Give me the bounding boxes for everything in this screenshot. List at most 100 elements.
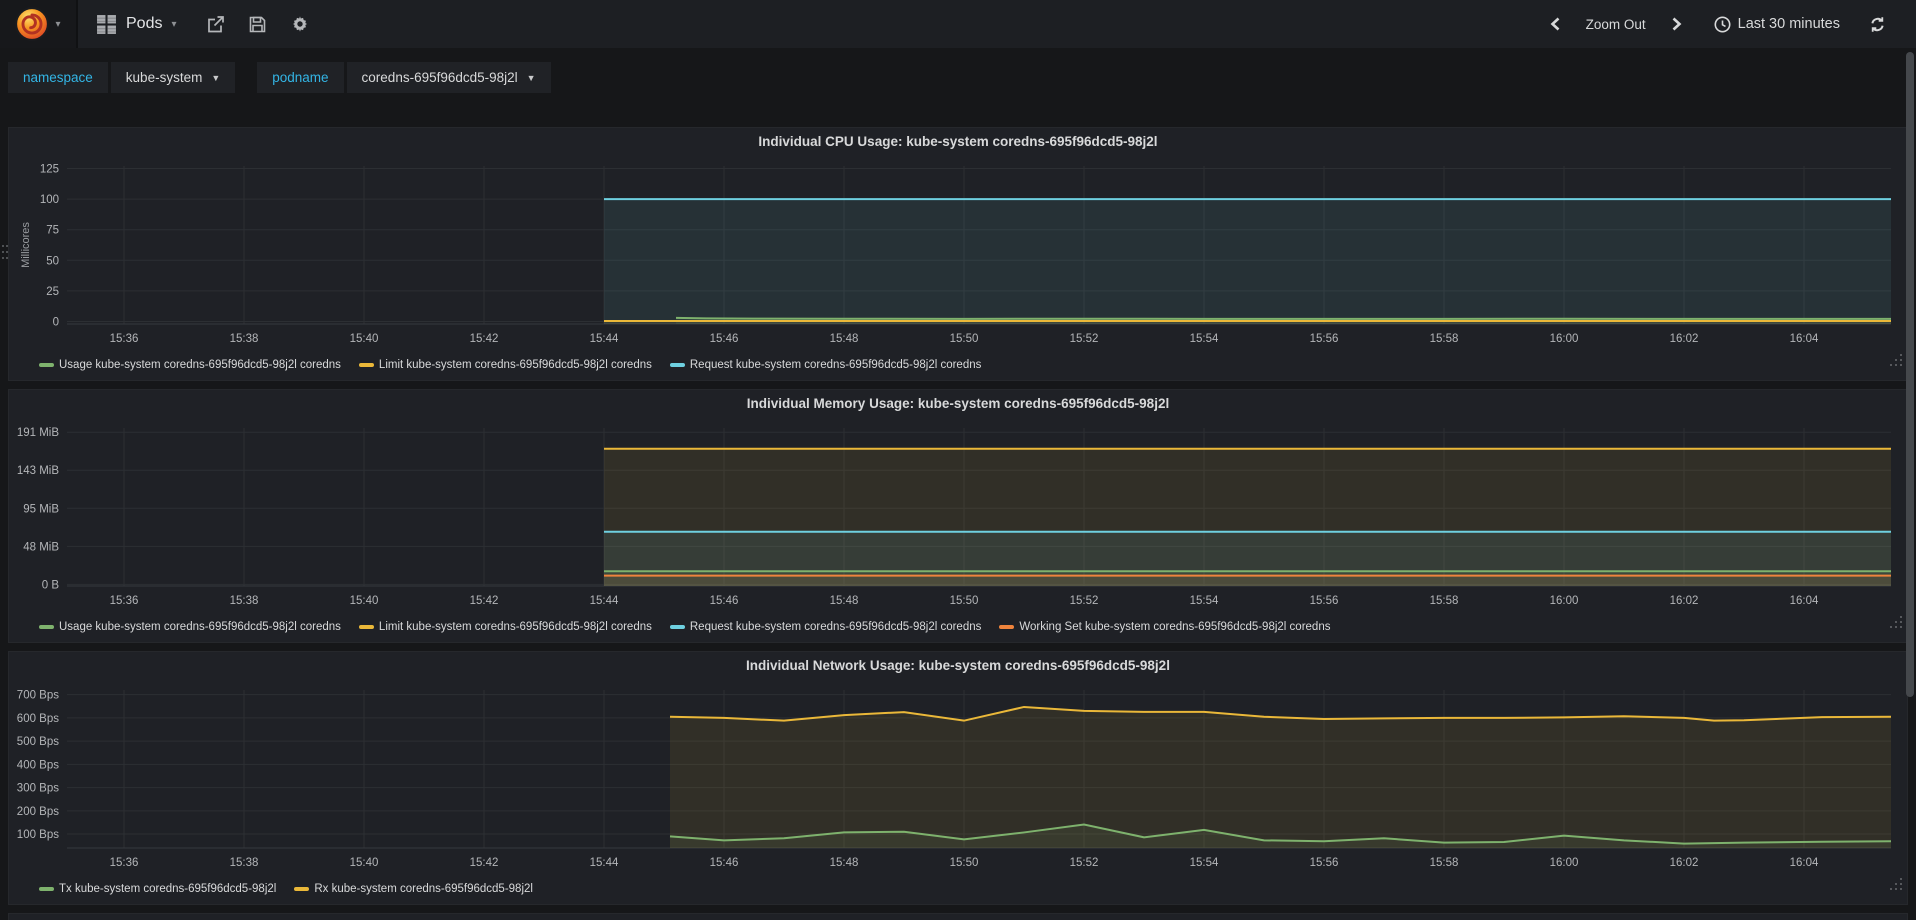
- org-switcher-caret-icon: ▾: [55, 18, 61, 30]
- svg-text:15:56: 15:56: [1310, 857, 1339, 869]
- legend-item[interactable]: Limit kube-system coredns-695f96dcd5-98j…: [358, 621, 652, 633]
- svg-text:16:02: 16:02: [1670, 857, 1699, 869]
- memory-usage-chart[interactable]: 15:36 15:38 15:40 15:42 15:44 15:46 15:48 15:50…: [17, 420, 1899, 616]
- legend-swatch: [358, 625, 374, 629]
- cpu-usage-chart[interactable]: 15:36 15:38 15:40 15:42 15:44 15:46 15:48 15:50…: [17, 158, 1899, 354]
- page-scrollbar-thumb[interactable]: [1906, 52, 1914, 697]
- svg-text:16:04: 16:04: [1790, 857, 1819, 869]
- time-controls: Zoom Out Last 30 minutes: [1534, 0, 1916, 48]
- navbar-divider: [76, 0, 78, 48]
- dashboard-picker[interactable]: Pods ▾: [78, 0, 195, 48]
- legend-swatch: [294, 887, 310, 891]
- legend-item[interactable]: Limit kube-system coredns-695f96dcd5-98j…: [358, 359, 652, 371]
- legend-swatch: [669, 363, 685, 367]
- legend-item[interactable]: Working Set kube-system coredns-695f96dc…: [999, 621, 1330, 633]
- panel-resize-grip[interactable]: [1890, 888, 1892, 890]
- svg-text:16:02: 16:02: [1670, 333, 1699, 345]
- save-dashboard-button[interactable]: [237, 0, 279, 48]
- svg-text:143 MiB: 143 MiB: [17, 465, 59, 477]
- panel-network-usage: Individual Network Usage: kube-system co…: [8, 651, 1908, 905]
- svg-text:15:56: 15:56: [1310, 333, 1339, 345]
- svg-text:15:48: 15:48: [830, 333, 859, 345]
- time-shift-back-button[interactable]: [1534, 17, 1576, 31]
- svg-text:15:36: 15:36: [110, 857, 139, 869]
- variable-podname-value-dropdown[interactable]: coredns-695f96dcd5-98j2l ▼: [346, 62, 551, 93]
- legend-label: Limit kube-system coredns-695f96dcd5-98j…: [378, 359, 652, 371]
- legend-label: Rx kube-system coredns-695f96dcd5-98j2l: [314, 883, 533, 895]
- panel-resize-grip[interactable]: [1890, 364, 1892, 366]
- svg-text:15:38: 15:38: [230, 857, 259, 869]
- legend-label: Usage kube-system coredns-695f96dcd5-98j…: [59, 621, 341, 633]
- svg-text:15:48: 15:48: [830, 595, 859, 607]
- svg-text:15:40: 15:40: [350, 333, 379, 345]
- row-drag-handle[interactable]: [2, 245, 4, 247]
- svg-text:500 Bps: 500 Bps: [17, 736, 59, 748]
- panel-title[interactable]: Individual CPU Usage: kube-system coredn…: [758, 134, 1158, 149]
- legend-item[interactable]: Rx kube-system coredns-695f96dcd5-98j2l: [294, 883, 533, 895]
- memory-legend: Usage kube-system coredns-695f96dcd5-98j…: [39, 617, 1895, 637]
- time-range-picker[interactable]: Last 30 minutes: [1702, 16, 1852, 33]
- legend-item[interactable]: Tx kube-system coredns-695f96dcd5-98j2l: [39, 883, 276, 895]
- svg-text:16:00: 16:00: [1550, 595, 1579, 607]
- svg-text:16:04: 16:04: [1790, 595, 1819, 607]
- grafana-logo-button[interactable]: ▾: [0, 0, 76, 48]
- zoom-out-button[interactable]: Zoom Out: [1580, 17, 1652, 32]
- share-dashboard-button[interactable]: [195, 0, 237, 48]
- navbar-spacer: [321, 0, 1534, 48]
- svg-text:15:58: 15:58: [1430, 595, 1459, 607]
- grafana-logo-icon: [15, 7, 50, 41]
- chevron-left-icon: [1550, 17, 1559, 31]
- svg-text:15:52: 15:52: [1070, 857, 1099, 869]
- svg-text:191 MiB: 191 MiB: [17, 427, 59, 439]
- svg-text:15:58: 15:58: [1430, 333, 1459, 345]
- legend-swatch: [669, 625, 685, 629]
- legend-item[interactable]: Request kube-system coredns-695f96dcd5-9…: [669, 359, 982, 371]
- svg-text:15:54: 15:54: [1190, 857, 1219, 869]
- panel-title[interactable]: Individual Memory Usage: kube-system cor…: [746, 396, 1170, 411]
- save-icon: [249, 16, 266, 32]
- svg-text:15:50: 15:50: [950, 333, 979, 345]
- panel-resize-grip[interactable]: [1890, 626, 1892, 628]
- svg-text:50: 50: [46, 255, 59, 267]
- svg-text:15:40: 15:40: [350, 595, 379, 607]
- legend-label: Tx kube-system coredns-695f96dcd5-98j2l: [59, 883, 277, 895]
- chevron-down-icon: ▼: [526, 73, 536, 83]
- navbar: ▾ Pods ▾ Zoom Out: [0, 0, 1916, 48]
- legend-item[interactable]: Usage kube-system coredns-695f96dcd5-98j…: [39, 621, 341, 633]
- svg-text:100 Bps: 100 Bps: [17, 829, 59, 841]
- clock-icon: [1714, 16, 1731, 32]
- svg-text:95 MiB: 95 MiB: [23, 503, 59, 515]
- svg-text:15:46: 15:46: [710, 595, 739, 607]
- svg-text:15:42: 15:42: [470, 333, 499, 345]
- settings-button[interactable]: [279, 0, 321, 48]
- svg-text:15:44: 15:44: [590, 333, 619, 345]
- legend-label: Request kube-system coredns-695f96dcd5-9…: [689, 359, 982, 371]
- zoom-out-label: Zoom Out: [1585, 16, 1646, 32]
- variable-namespace: namespace kube-system ▼: [8, 62, 236, 110]
- legend-swatch: [39, 625, 54, 629]
- dashboard-title: Pods: [126, 15, 163, 32]
- legend-swatch: [358, 363, 374, 367]
- network-usage-chart[interactable]: 15:36 15:38 15:40 15:42 15:44 15:46 15:48 15:50…: [17, 682, 1899, 878]
- variable-namespace-value-dropdown[interactable]: kube-system ▼: [110, 62, 236, 93]
- svg-text:15:42: 15:42: [470, 595, 499, 607]
- svg-text:15:44: 15:44: [590, 857, 619, 869]
- variable-podname-value: coredns-695f96dcd5-98j2l: [361, 70, 518, 85]
- refresh-button[interactable]: [1856, 16, 1898, 33]
- svg-text:200 Bps: 200 Bps: [17, 806, 59, 818]
- svg-text:75: 75: [46, 225, 59, 237]
- legend-item[interactable]: Usage kube-system coredns-695f96dcd5-98j…: [39, 359, 341, 371]
- panel-title[interactable]: Individual Network Usage: kube-system co…: [746, 658, 1170, 673]
- legend-label: Working Set kube-system coredns-695f96dc…: [1019, 621, 1331, 633]
- legend-item[interactable]: Request kube-system coredns-695f96dcd5-9…: [669, 621, 981, 633]
- legend-label: Limit kube-system coredns-695f96dcd5-98j…: [378, 621, 652, 633]
- svg-text:15:48: 15:48: [830, 857, 859, 869]
- svg-text:15:46: 15:46: [710, 333, 739, 345]
- svg-text:15:50: 15:50: [950, 857, 979, 869]
- time-shift-forward-button[interactable]: [1656, 17, 1698, 31]
- svg-text:700 Bps: 700 Bps: [17, 690, 59, 702]
- svg-text:16:04: 16:04: [1790, 333, 1819, 345]
- svg-text:15:50: 15:50: [950, 595, 979, 607]
- chevron-right-icon: [1672, 17, 1682, 31]
- svg-text:15:58: 15:58: [1430, 857, 1459, 869]
